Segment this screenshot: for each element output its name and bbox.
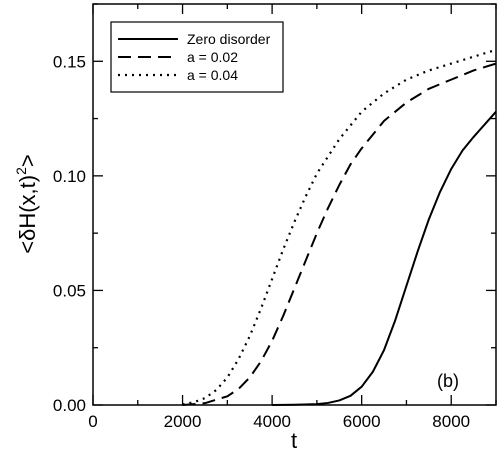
legend-label-a-004: a = 0.04 [187,67,238,83]
series-line-0 [272,111,497,406]
x-tick-label: 6000 [343,412,381,431]
x-tick-label: 4000 [253,412,291,431]
y-tick-label: 0.15 [53,52,86,71]
svg-text:<δH(x,t)2>: <δH(x,t)2> [13,154,40,254]
x-tick-label: 0 [88,412,97,431]
x-tick-label: 8000 [432,412,470,431]
panel-label: (b) [437,371,459,391]
tick-labels: 0 2000 4000 6000 8000 0.00 0.05 0.10 0.15 [53,52,470,431]
y-axis-label-close: > [15,154,40,167]
y-axis-label: <δH(x,t)2> [13,154,40,254]
legend-label-a-002: a = 0.02 [187,49,238,65]
series-line-1 [182,62,497,406]
y-axis-label-exponent: 2 [13,167,29,175]
legend: Zero disorder a = 0.02 a = 0.04 [110,21,284,93]
plot-frame [92,3,497,406]
y-axis-label-main: <δH(x,t) [15,175,40,254]
axis-ticks [92,3,497,406]
series-line-2 [182,48,497,406]
x-tick-label: 2000 [164,412,202,431]
legend-label-zero-disorder: Zero disorder [187,31,271,47]
y-tick-label: 0.00 [53,396,86,415]
x-axis-label: t [291,428,297,453]
y-tick-label: 0.05 [53,281,86,300]
series-lines [182,48,497,406]
y-tick-label: 0.10 [53,167,86,186]
